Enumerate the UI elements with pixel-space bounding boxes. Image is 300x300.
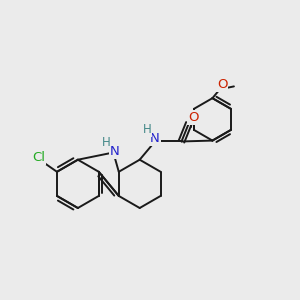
Text: N: N xyxy=(150,132,160,145)
Text: Cl: Cl xyxy=(32,151,45,164)
Text: H: H xyxy=(142,123,151,136)
Text: N: N xyxy=(110,145,120,158)
Text: O: O xyxy=(188,111,199,124)
Text: H: H xyxy=(102,136,110,149)
Text: O: O xyxy=(217,77,227,91)
